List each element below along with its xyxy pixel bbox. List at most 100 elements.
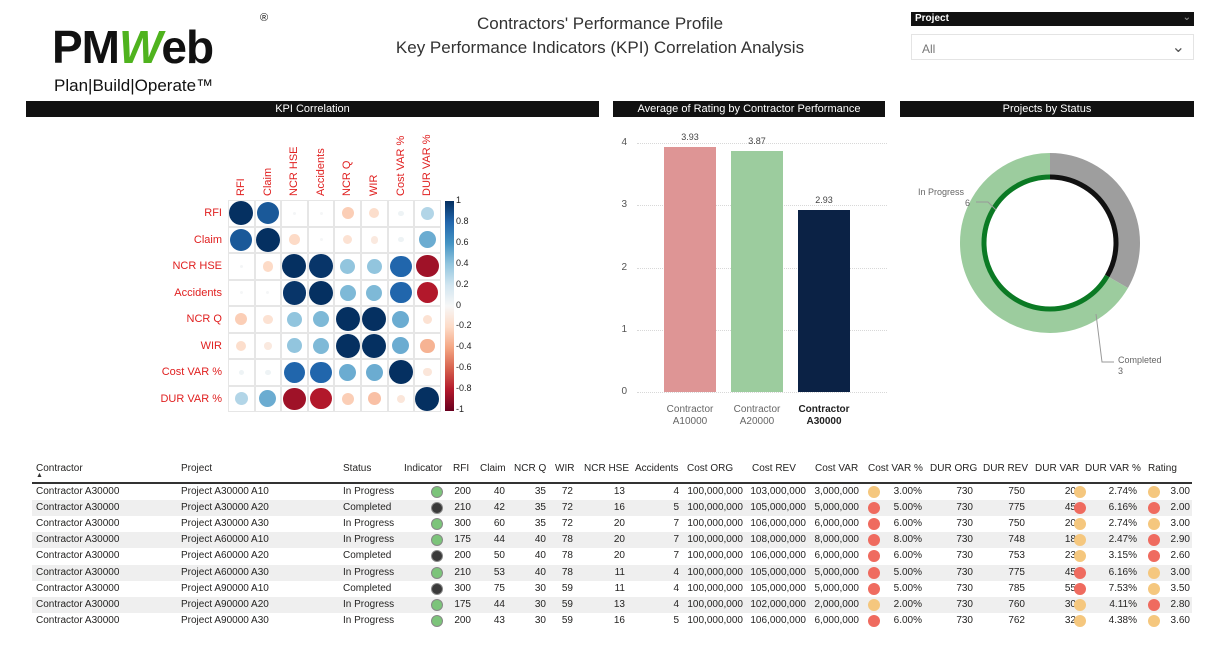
column-header[interactable]: Cost ORG (687, 463, 734, 474)
project-dropdown[interactable]: All ⌄ (911, 34, 1194, 60)
column-header[interactable]: RFI (453, 463, 470, 474)
correlation-cell (307, 200, 335, 227)
column-header[interactable]: Status (343, 463, 372, 474)
column-header[interactable]: DUR ORG (930, 463, 978, 474)
project-slicer-header[interactable]: Project ⌄ (911, 12, 1194, 26)
column-header[interactable]: WIR (555, 463, 575, 474)
correlation-dot (419, 231, 436, 249)
chevron-down-icon[interactable]: ⌄ (1182, 12, 1191, 23)
table-cell: 3.00 (1170, 486, 1190, 497)
correlation-cell (334, 253, 361, 280)
donut-segment-outer[interactable] (960, 153, 1128, 333)
correlation-dot (422, 314, 433, 324)
donut-segment-outer[interactable] (1049, 153, 1140, 288)
table-row[interactable]: Contractor A30000 Project A90000 A10 Compl… (32, 581, 1192, 597)
correlation-dot (283, 387, 306, 410)
table-cell: 20 (613, 550, 625, 562)
table-cell: 175 (454, 598, 471, 610)
donut-segment-inner[interactable] (1049, 174, 1119, 278)
correlation-cell (334, 332, 361, 359)
correlation-dot (398, 237, 404, 243)
column-header[interactable]: Accidents (635, 463, 679, 474)
table-row[interactable]: Contractor A30000 Project A30000 A20 Compl… (32, 500, 1192, 517)
kpi-status-icon (1074, 598, 1086, 611)
table-cell: 106,000,000 (750, 614, 806, 626)
correlation-cell (307, 359, 335, 386)
table-row[interactable]: Contractor A30000 Project A60000 A10 In Pr… (32, 532, 1192, 549)
table-row[interactable]: Contractor A30000 Project A30000 A30 In Pr… (32, 516, 1192, 532)
correlation-dot (390, 282, 412, 304)
completed-count: 3 (1118, 366, 1124, 376)
table-cell: 5,000,000 (814, 582, 860, 594)
bar-y-tick-label: 0 (621, 386, 627, 397)
kpi-status-icon (868, 534, 880, 547)
column-header[interactable]: Rating (1148, 463, 1177, 474)
bar-y-tick-label: 4 (621, 137, 627, 148)
column-header[interactable]: NCR HSE (584, 463, 630, 474)
table-row[interactable]: Contractor A30000 Project A90000 A20 In Pr… (32, 596, 1192, 613)
pmweb-logo: PMWeb ® Plan|Build|Operate™ (52, 12, 282, 98)
bar[interactable] (731, 151, 783, 392)
page-subtitle: Key Performance Indicators (KPI) Correla… (395, 38, 805, 57)
status-indicator-icon (431, 582, 443, 595)
correlation-colorbar (445, 201, 454, 411)
column-header[interactable]: Cost REV (752, 463, 796, 474)
table-cell: 5,000,000 (814, 502, 860, 514)
correlation-dot (309, 254, 333, 279)
table-cell: 72 (561, 486, 573, 497)
table-row[interactable]: Contractor A30000 Project A30000 A10 In Pr… (32, 484, 1192, 500)
column-header[interactable]: DUR REV (983, 463, 1029, 474)
table-cell: 5.00% (893, 566, 922, 578)
correlation-cell (281, 200, 308, 227)
project-slicer[interactable]: Project ⌄ All ⌄ (911, 12, 1194, 60)
correlation-column-label: NCR HSE (288, 146, 301, 196)
logo-wordmark: PMWeb (52, 21, 214, 73)
correlation-cell (228, 359, 255, 386)
sort-ascending-icon[interactable]: ▲ (36, 472, 43, 479)
correlation-dot (313, 311, 330, 328)
table-cell: 200 (454, 550, 471, 562)
table-row[interactable]: Contractor A30000 Project A60000 A30 In Pr… (32, 564, 1192, 581)
correlation-dot (335, 333, 360, 358)
column-header[interactable]: Cost VAR % (868, 463, 923, 474)
table-cell: 2.00 (1170, 502, 1190, 514)
column-header[interactable]: NCR Q (514, 463, 547, 474)
column-header[interactable]: Cost VAR (815, 463, 859, 474)
table-cell: 59 (561, 598, 573, 610)
column-header[interactable]: DUR VAR % (1085, 463, 1141, 474)
table-cell: 2.74% (1108, 518, 1137, 530)
table-row[interactable]: Contractor A30000 Project A60000 A20 Compl… (32, 548, 1192, 564)
correlation-dot (286, 311, 303, 327)
correlation-cell (254, 253, 282, 280)
column-header[interactable]: DUR VAR (1035, 463, 1080, 474)
bar-value-label: 2.93 (815, 194, 833, 205)
project-dropdown-value: All (922, 42, 936, 56)
correlation-cell (414, 253, 441, 280)
correlation-cell (361, 279, 388, 306)
correlation-cell (281, 385, 308, 412)
chevron-down-icon[interactable]: ⌄ (1171, 39, 1185, 56)
average-rating-header: Average of Rating by Contractor Performa… (613, 101, 885, 117)
bar[interactable] (664, 147, 716, 392)
table-cell: 35 (534, 518, 546, 530)
donut-segment-inner[interactable] (981, 174, 1110, 312)
column-header[interactable]: Indicator (404, 463, 443, 474)
bar[interactable] (798, 209, 850, 392)
table-cell: 78 (561, 550, 573, 562)
correlation-dot (289, 234, 300, 246)
table-cell: 44 (493, 534, 505, 546)
column-header[interactable]: Contractor (36, 463, 83, 474)
table-cell: 78 (561, 566, 573, 578)
column-header[interactable]: Claim (480, 463, 506, 474)
correlation-cell (307, 332, 335, 359)
column-header[interactable]: Project (181, 463, 213, 474)
correlation-dot (264, 341, 272, 350)
table-cell: 7 (673, 550, 679, 562)
correlation-column-label: Accidents (314, 148, 327, 196)
table-cell: 20 (613, 518, 625, 530)
table-row[interactable]: Contractor A30000 Project A90000 A30 In Pr… (32, 613, 1192, 629)
table-cell: 730 (956, 566, 973, 578)
correlation-dot (238, 369, 244, 375)
table-cell: 750 (1008, 486, 1025, 497)
colorbar-tick-label: 0.6 (456, 236, 469, 247)
